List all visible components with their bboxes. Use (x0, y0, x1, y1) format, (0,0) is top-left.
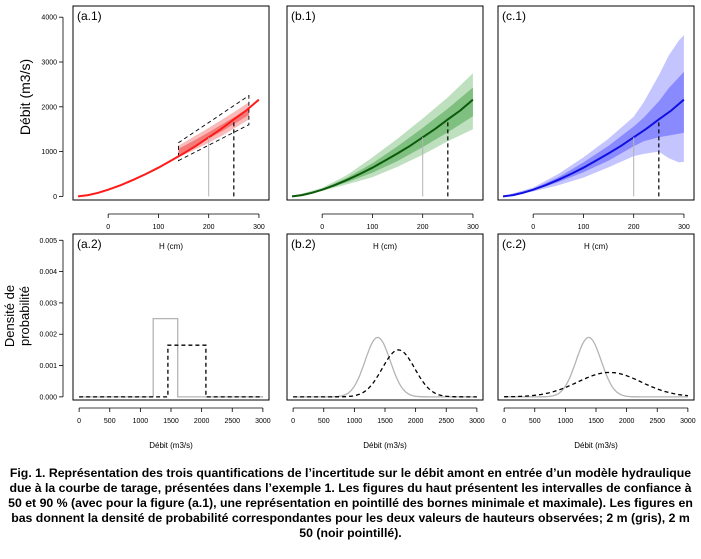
top-ylabel: Débit (m3/s) (17, 59, 33, 135)
x-tick-label: 1500 (588, 418, 604, 425)
density-2m-line (293, 336, 477, 398)
x-tick-label: 100 (578, 224, 590, 231)
plot-frame (497, 233, 695, 401)
plot-frame (497, 5, 695, 201)
x-tick-label: 2500 (649, 418, 665, 425)
x-tick-label: 2000 (408, 418, 424, 425)
y-tick-label: 1000 (41, 149, 57, 156)
x-tick-label: 200 (628, 224, 640, 231)
x-tick-label: 1000 (133, 418, 149, 425)
bottom-ylabel-line2: probabilité (17, 286, 32, 346)
density-2m-line (504, 336, 688, 398)
density-2m50-line (504, 371, 688, 398)
panel-c2: (c.2) 0 500 1000 1500 2000 2500 3000 Débit (m3/s… (497, 233, 696, 450)
panel-title: (a.2) (77, 237, 102, 251)
figure-caption: Fig. 1. Représentation des trois quantif… (8, 466, 693, 540)
min-max-bounds (178, 94, 250, 162)
x-tick-label: 300 (253, 224, 265, 231)
x-tick-label: 100 (153, 224, 165, 231)
x-tick-label: 200 (417, 224, 429, 231)
x-tick-label: 3000 (469, 418, 485, 425)
y-tick-label: 3000 (41, 60, 57, 67)
x-tick-label: 0 (320, 224, 324, 231)
x-tick-label: 1500 (377, 418, 393, 425)
panel-title: (b.2) (291, 237, 316, 251)
x-tick-label: 2500 (224, 418, 240, 425)
y-tick-label: 2000 (41, 104, 57, 111)
panel-a2: (a.2) 0 500 1000 1500 2000 2500 3000 Débit (m3/s… (39, 233, 271, 450)
x-tick-label: 3000 (255, 418, 271, 425)
x-axis-label: Débit (m3/s) (363, 441, 407, 450)
x-tick-label: 500 (318, 418, 330, 425)
x-tick-label: 0 (291, 418, 295, 425)
x-tick-label: 300 (678, 224, 690, 231)
x-tick-label: 1500 (163, 418, 179, 425)
plot-frame (72, 233, 270, 401)
rating-curve-line (502, 98, 685, 198)
rating-curve-line (77, 98, 260, 198)
panel-b1: (b.1) 0 100 200 300 H (cm) (286, 5, 484, 251)
x-axis-label: H (cm) (584, 242, 608, 251)
x-tick-label: 2500 (438, 418, 454, 425)
density-2m50-line (79, 344, 263, 398)
ic50-band (503, 71, 684, 197)
panel-a1: (a.1) 0 100 200 300 H (cm) 0 1000 2000 3000 4000 (41, 5, 270, 251)
panel-title: (c.1) (502, 9, 526, 23)
x-tick-label: 1000 (558, 418, 574, 425)
plot-frame (72, 5, 270, 201)
x-axis-label: H (cm) (373, 242, 397, 251)
y-tick-label: 4000 (41, 15, 57, 22)
panel-title: (b.1) (291, 9, 316, 23)
x-axis-label: Débit (m3/s) (574, 441, 618, 450)
x-tick-label: 3000 (680, 418, 696, 425)
y-tick-label: 0 (53, 194, 57, 201)
x-axis-label: Débit (m3/s) (149, 441, 193, 450)
ic50-band (178, 107, 249, 155)
x-tick-label: 2000 (194, 418, 210, 425)
x-tick-label: 100 (367, 224, 379, 231)
y-tick-label: 0.000 (39, 394, 57, 401)
x-tick-label: 200 (203, 224, 215, 231)
ic90-band (292, 73, 473, 197)
plot-frame (286, 5, 484, 201)
panel-b2: (b.2) 0 500 1000 1500 2000 2500 3000 Débit (m3/s… (286, 233, 485, 450)
x-tick-label: 0 (77, 418, 81, 425)
rating-curve-line (291, 98, 474, 198)
x-tick-label: 0 (531, 224, 535, 231)
bottom-ylabel-line1: Densité de (2, 285, 17, 347)
panel-title: (a.1) (77, 9, 102, 23)
x-tick-label: 500 (104, 418, 116, 425)
plot-frame (286, 233, 484, 401)
x-tick-label: 0 (502, 418, 506, 425)
x-tick-label: 2000 (619, 418, 635, 425)
x-tick-label: 300 (467, 224, 479, 231)
x-tick-label: 0 (106, 224, 110, 231)
y-tick-label: 0.003 (39, 300, 57, 307)
x-tick-label: 1000 (347, 418, 363, 425)
panel-title: (c.2) (502, 237, 526, 251)
y-tick-label: 0.002 (39, 332, 57, 339)
y-tick-label: 0.001 (39, 363, 57, 370)
density-2m-line (79, 317, 263, 398)
x-axis-label: H (cm) (159, 242, 183, 251)
y-tick-label: 0.004 (39, 269, 57, 276)
x-tick-label: 500 (529, 418, 541, 425)
y-tick-label: 0.005 (39, 238, 57, 245)
density-2m50-line (293, 349, 477, 398)
panel-c1: (c.1) 0 100 200 300 H (cm) (497, 5, 695, 251)
